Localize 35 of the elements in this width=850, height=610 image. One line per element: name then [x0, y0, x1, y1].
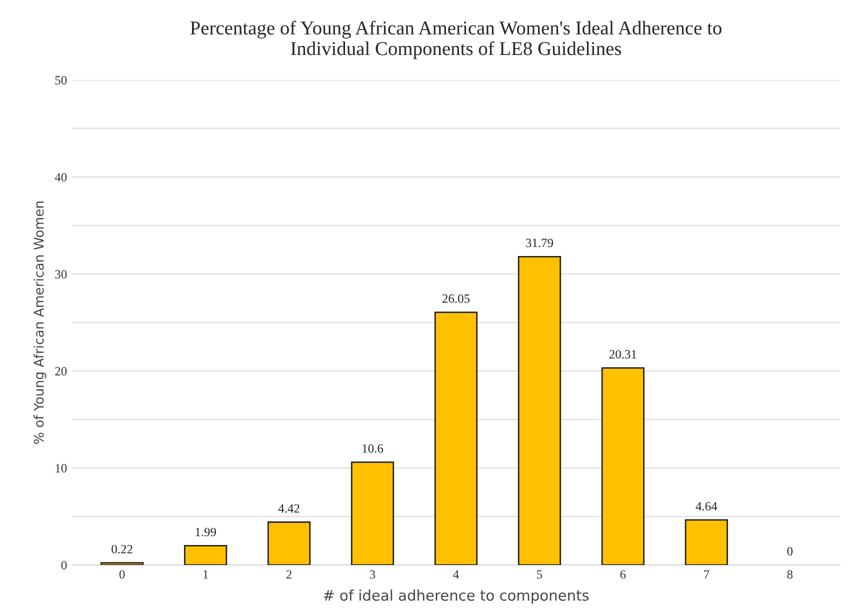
bar — [518, 256, 562, 565]
chart-title: Percentage of Young African American Women's Ideal Adherence to Individual Components of LE8 Guidelines — [190, 20, 722, 60]
data-label: 20.31 — [609, 350, 636, 359]
x-tick-label: 3 — [370, 570, 376, 579]
bar — [100, 562, 144, 565]
x-tick-label: 6 — [620, 570, 626, 579]
y-tick-label: 20 — [55, 367, 67, 376]
data-label: 10.6 — [362, 444, 384, 453]
x-tick-label: 5 — [537, 570, 542, 579]
data-label: 1.99 — [196, 528, 216, 536]
x-tick-label: 1 — [204, 570, 208, 579]
data-label: 4.64 — [696, 502, 718, 511]
y-axis-title: % of Young African American Women — [34, 202, 46, 444]
bar — [267, 521, 311, 565]
data-label: 0.22 — [112, 544, 132, 554]
y-tick-label: 0 — [61, 561, 67, 570]
data-label: 0 — [787, 547, 793, 556]
x-tick-label: 2 — [286, 570, 292, 579]
y-tick-label: 10 — [56, 464, 67, 472]
bar — [350, 461, 394, 565]
x-tick-label: 7 — [704, 570, 710, 579]
bar — [601, 367, 645, 565]
y-tick-label: 40 — [54, 173, 67, 182]
bar — [184, 545, 228, 565]
data-label: 31.79 — [526, 238, 554, 248]
bar — [684, 519, 728, 565]
y-tick-label: 30 — [55, 270, 67, 278]
y-tick-label: 50 — [55, 76, 67, 84]
bar — [434, 312, 478, 565]
x-tick-label: 8 — [787, 570, 793, 579]
data-label: 26.05 — [442, 294, 470, 303]
x-tick-label: 4 — [453, 570, 459, 579]
x-axis-title: # of ideal adherence to components — [324, 590, 589, 604]
data-label: 4.42 — [278, 504, 300, 513]
x-tick-label: 0 — [119, 570, 125, 579]
